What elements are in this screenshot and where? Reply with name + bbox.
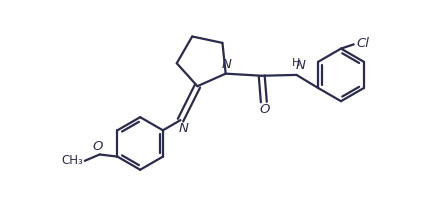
Text: O: O <box>92 140 102 153</box>
Text: Cl: Cl <box>356 37 368 50</box>
Text: H: H <box>291 58 299 68</box>
Text: CH₃: CH₃ <box>61 154 83 167</box>
Text: N: N <box>178 122 188 135</box>
Text: N: N <box>221 58 231 71</box>
Text: N: N <box>295 59 305 72</box>
Text: O: O <box>259 103 269 116</box>
